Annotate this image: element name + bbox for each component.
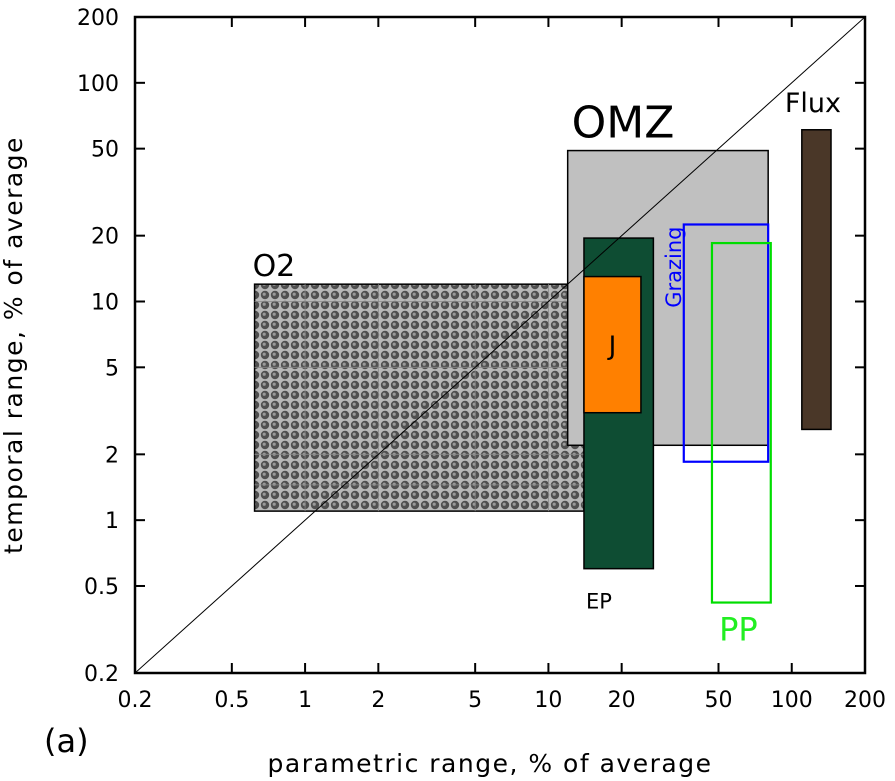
x-tick-label: 200	[844, 688, 886, 713]
panel-label: (a)	[44, 722, 89, 760]
range-boxes	[253, 129, 832, 604]
identity-line	[135, 17, 865, 673]
box-labels: O2 OMZ EP J PP Flux Grazing	[253, 88, 841, 649]
x-tick-label: 0.2	[118, 688, 153, 713]
x-tick-label: 100	[771, 688, 813, 713]
y-tick-label: 1	[105, 509, 119, 534]
y-axis-title: temporal range, % of average	[0, 136, 28, 554]
box-j	[583, 275, 642, 414]
x-tick-label: 1	[298, 688, 312, 713]
x-axis-ticks: 0.2 0.5 1 2 5 10 20 50 100 200	[118, 17, 886, 713]
x-tick-label: 50	[704, 688, 732, 713]
y-tick-label: 200	[77, 6, 119, 31]
plot-frame	[133, 15, 867, 675]
box-flux	[801, 129, 832, 431]
y-axis-ticks: 0.2 0.5 1 2 5 10 20 50 100 200	[77, 6, 865, 687]
y-tick-label: 2	[105, 443, 119, 468]
x-tick-label: 20	[608, 688, 636, 713]
y-tick-label: 0.5	[84, 575, 119, 600]
label-o2: O2	[253, 249, 296, 284]
label-ep: EP	[586, 590, 612, 614]
y-tick-label: 10	[91, 290, 119, 315]
y-tick-label: 5	[105, 356, 119, 381]
label-omz: OMZ	[572, 98, 675, 149]
label-flux: Flux	[785, 88, 841, 119]
y-tick-label: 50	[91, 138, 119, 163]
x-axis-title: parametric range, % of average	[268, 749, 713, 778]
label-j: J	[607, 332, 617, 362]
x-tick-label: 10	[534, 688, 562, 713]
label-pp: PP	[719, 611, 758, 649]
y-tick-label: 20	[91, 225, 119, 250]
y-tick-label: 100	[77, 72, 119, 97]
x-tick-label: 5	[468, 688, 482, 713]
y-tick-label: 0.2	[84, 662, 119, 687]
box-grazing	[682, 223, 770, 463]
label-grazing: Grazing	[662, 226, 686, 307]
box-o2	[253, 283, 585, 512]
box-pp	[710, 241, 772, 604]
x-tick-label: 0.5	[214, 688, 249, 713]
x-tick-label: 2	[371, 688, 385, 713]
o2-grid-lines	[254, 284, 584, 512]
